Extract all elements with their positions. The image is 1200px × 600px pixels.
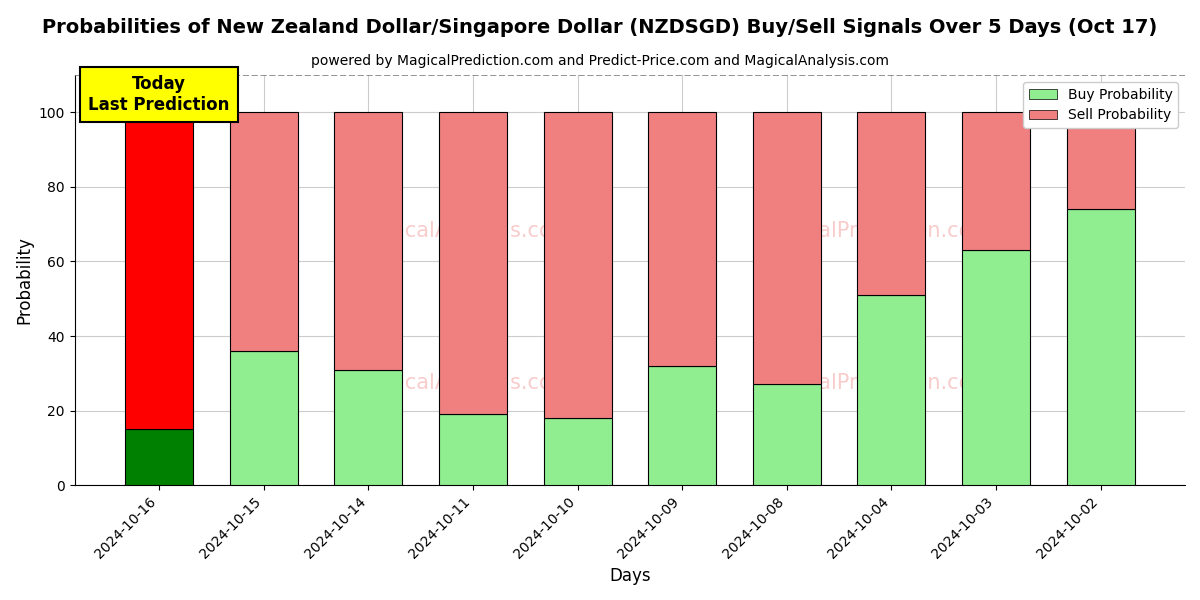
Bar [857,112,925,295]
Bar [544,418,612,485]
Bar [229,112,298,351]
Bar [1067,112,1134,209]
Bar [229,351,298,485]
Text: MagicalPrediction.com: MagicalPrediction.com [757,373,991,392]
Text: Probabilities of New Zealand Dollar/Singapore Dollar (NZDSGD) Buy/Sell Signals O: Probabilities of New Zealand Dollar/Sing… [42,18,1158,37]
Bar [752,385,821,485]
Bar [125,429,193,485]
Legend: Buy Probability, Sell Probability: Buy Probability, Sell Probability [1024,82,1178,128]
Bar [752,112,821,385]
Bar [648,112,716,366]
Y-axis label: Probability: Probability [16,236,34,324]
Bar [335,112,402,370]
Text: MagicalPrediction.com: MagicalPrediction.com [757,221,991,241]
Bar [962,250,1030,485]
Bar [335,370,402,485]
Text: MagicalAnalysis.com: MagicalAnalysis.com [355,221,571,241]
Text: powered by MagicalPrediction.com and Predict-Price.com and MagicalAnalysis.com: powered by MagicalPrediction.com and Pre… [311,54,889,68]
Bar [962,112,1030,250]
Bar [125,112,193,429]
Bar [544,112,612,418]
Text: Today
Last Prediction: Today Last Prediction [89,75,230,114]
Text: MagicalAnalysis.com: MagicalAnalysis.com [355,373,571,392]
Bar [648,366,716,485]
Bar [857,295,925,485]
Bar [439,112,506,415]
X-axis label: Days: Days [610,567,650,585]
Bar [439,415,506,485]
Bar [1067,209,1134,485]
